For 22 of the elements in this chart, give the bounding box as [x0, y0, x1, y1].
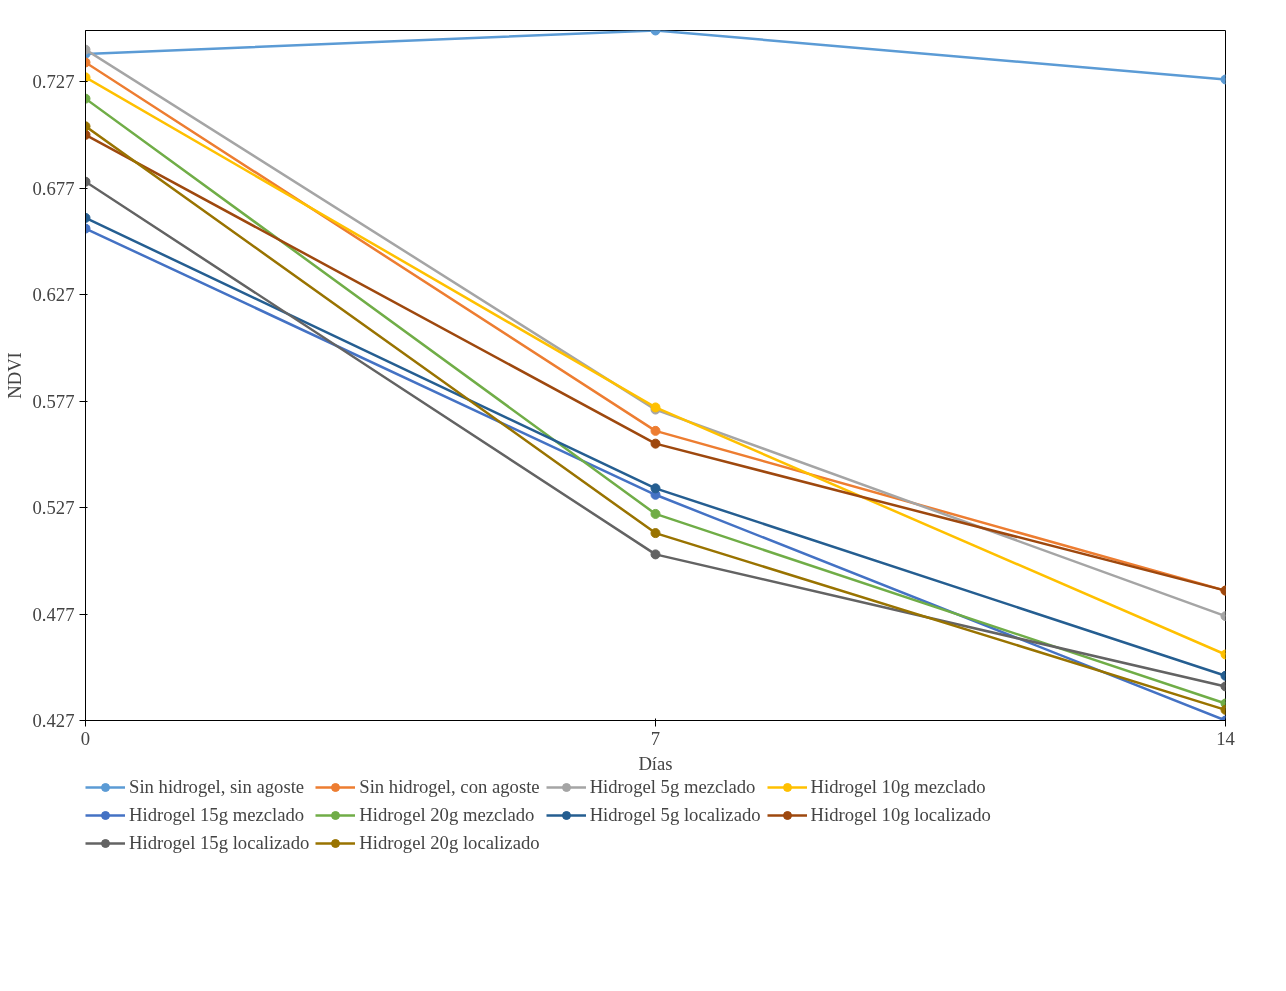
- y-tick-label: 0.477: [32, 603, 75, 625]
- legend-label: Hidrogel 5g mezclado: [589, 776, 756, 798]
- legend-label: Sin hidrogel, sin agoste: [129, 776, 305, 798]
- y-tick-label: 0.627: [32, 284, 75, 306]
- legend-label: Hidrogel 15g localizado: [129, 832, 310, 854]
- y-tick-label: 0.677: [32, 177, 75, 199]
- legend-label: Sin hidrogel, con agoste: [359, 776, 540, 798]
- y-tick-label: 0.427: [32, 710, 75, 731]
- legend-label: Hidrogel 10g mezclado: [810, 776, 986, 798]
- y-axis-title: NDVI: [3, 352, 25, 399]
- x-tick-label: 14: [1216, 727, 1236, 749]
- legend-label: Hidrogel 10g localizado: [810, 804, 991, 826]
- y-tick-label: 0.527: [32, 497, 75, 519]
- legend-label: Hidrogel 20g mezclado: [359, 804, 535, 826]
- legend-label: Hidrogel 5g localizado: [589, 804, 761, 826]
- legend-label: Hidrogel 20g localizado: [359, 832, 540, 854]
- x-tick-label: 7: [650, 727, 661, 749]
- y-tick-label: 0.577: [32, 390, 75, 412]
- legend-label: Hidrogel 15g mezclado: [129, 804, 305, 826]
- x-tick-label: 0: [80, 727, 91, 749]
- x-axis-title: Días: [638, 752, 673, 774]
- y-tick-label: 0.727: [32, 71, 75, 93]
